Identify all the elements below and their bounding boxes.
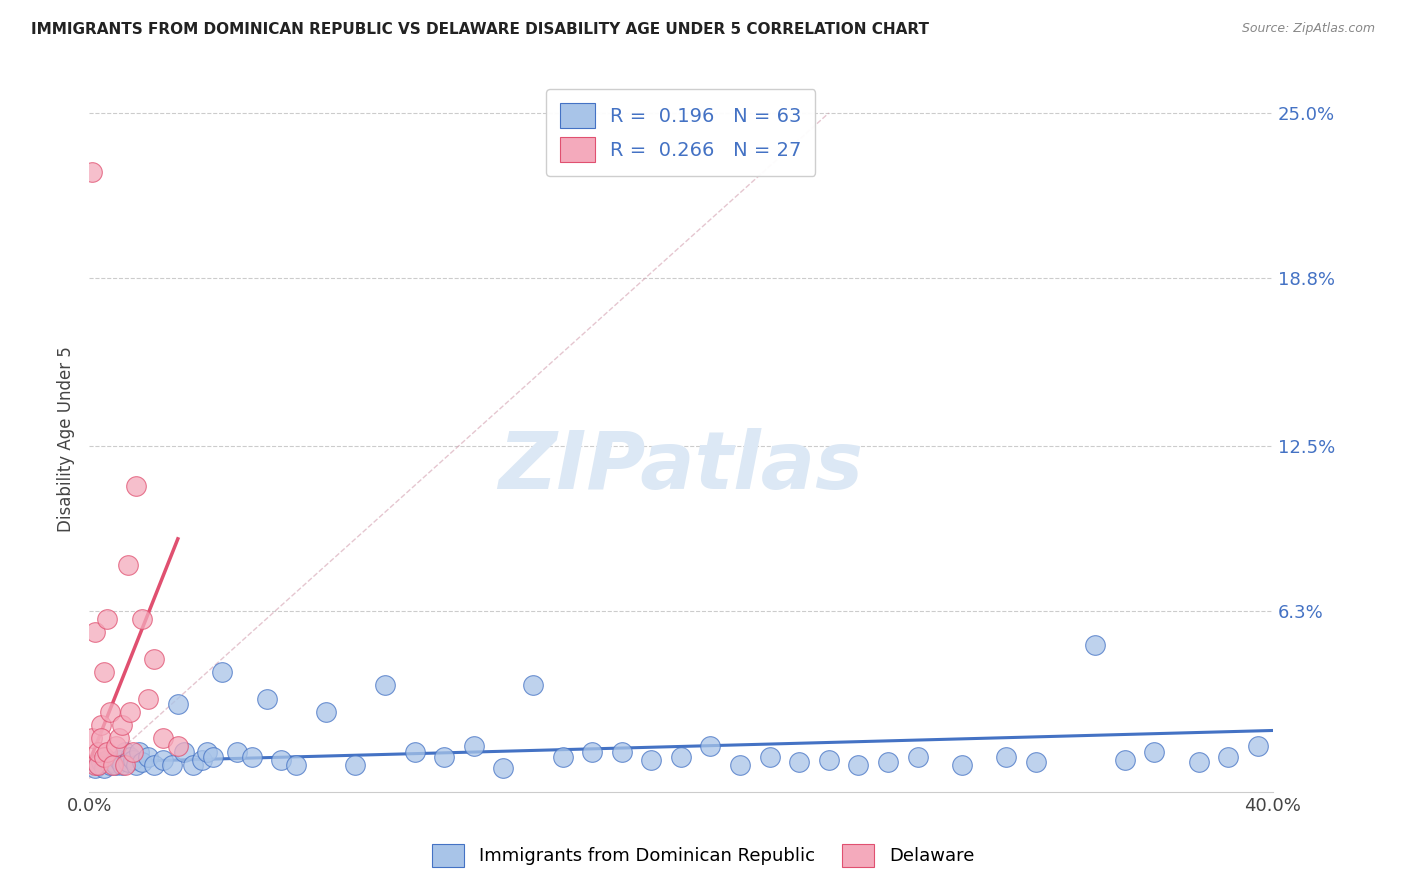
Point bbox=[101, 758, 124, 772]
Point bbox=[315, 705, 337, 719]
Point bbox=[90, 756, 112, 770]
Point bbox=[125, 478, 148, 492]
Point bbox=[433, 750, 456, 764]
Point bbox=[114, 745, 136, 759]
Point bbox=[551, 750, 574, 764]
Point bbox=[104, 758, 127, 772]
Point bbox=[173, 745, 195, 759]
Point bbox=[270, 753, 292, 767]
Point bbox=[87, 758, 110, 772]
Point bbox=[463, 739, 485, 754]
Point bbox=[87, 745, 110, 759]
Point bbox=[96, 612, 118, 626]
Point bbox=[131, 756, 153, 770]
Point bbox=[107, 731, 129, 746]
Point bbox=[93, 761, 115, 775]
Point bbox=[84, 625, 107, 640]
Point bbox=[787, 756, 810, 770]
Point bbox=[90, 718, 112, 732]
Point bbox=[110, 718, 132, 732]
Point bbox=[1084, 638, 1107, 652]
Point bbox=[285, 758, 308, 772]
Point bbox=[640, 753, 662, 767]
Point bbox=[93, 665, 115, 679]
Point bbox=[87, 758, 110, 772]
Point bbox=[950, 758, 973, 772]
Point bbox=[152, 731, 174, 746]
Point bbox=[240, 750, 263, 764]
Point bbox=[80, 731, 103, 746]
Point bbox=[80, 164, 103, 178]
Point bbox=[122, 753, 145, 767]
Point bbox=[669, 750, 692, 764]
Point bbox=[98, 705, 121, 719]
Point bbox=[166, 739, 188, 754]
Point bbox=[128, 745, 150, 759]
Point bbox=[344, 758, 367, 772]
Text: Source: ZipAtlas.com: Source: ZipAtlas.com bbox=[1241, 22, 1375, 36]
Point bbox=[98, 758, 121, 772]
Point bbox=[190, 753, 212, 767]
Point bbox=[152, 753, 174, 767]
Point bbox=[131, 612, 153, 626]
Point bbox=[96, 753, 118, 767]
Point bbox=[256, 691, 278, 706]
Point bbox=[197, 745, 219, 759]
Point bbox=[117, 756, 139, 770]
Point bbox=[90, 731, 112, 746]
Point bbox=[758, 750, 780, 764]
Point bbox=[143, 758, 166, 772]
Point bbox=[1247, 739, 1270, 754]
Point bbox=[1188, 756, 1211, 770]
Point bbox=[84, 761, 107, 775]
Point bbox=[181, 758, 204, 772]
Point bbox=[1114, 753, 1136, 767]
Point bbox=[610, 745, 633, 759]
Point bbox=[995, 750, 1018, 764]
Point bbox=[160, 758, 183, 772]
Point bbox=[101, 756, 124, 770]
Point bbox=[110, 758, 132, 772]
Point bbox=[93, 750, 115, 764]
Point bbox=[404, 745, 426, 759]
Point bbox=[136, 750, 159, 764]
Point bbox=[226, 745, 249, 759]
Point bbox=[817, 753, 839, 767]
Point bbox=[125, 758, 148, 772]
Point bbox=[492, 761, 515, 775]
Point bbox=[96, 745, 118, 759]
Point bbox=[117, 558, 139, 573]
Point bbox=[699, 739, 721, 754]
Point bbox=[374, 678, 396, 692]
Point bbox=[84, 758, 107, 772]
Point bbox=[143, 651, 166, 665]
Legend: R =  0.196   N = 63, R =  0.266   N = 27: R = 0.196 N = 63, R = 0.266 N = 27 bbox=[547, 89, 815, 176]
Point bbox=[104, 739, 127, 754]
Point bbox=[522, 678, 544, 692]
Point bbox=[166, 697, 188, 711]
Point bbox=[107, 753, 129, 767]
Point bbox=[122, 745, 145, 759]
Point bbox=[728, 758, 751, 772]
Point bbox=[877, 756, 900, 770]
Point bbox=[1143, 745, 1166, 759]
Point bbox=[1218, 750, 1240, 764]
Point bbox=[848, 758, 870, 772]
Point bbox=[211, 665, 233, 679]
Point bbox=[136, 691, 159, 706]
Point bbox=[120, 705, 142, 719]
Point bbox=[202, 750, 225, 764]
Point bbox=[581, 745, 603, 759]
Text: IMMIGRANTS FROM DOMINICAN REPUBLIC VS DELAWARE DISABILITY AGE UNDER 5 CORRELATIO: IMMIGRANTS FROM DOMINICAN REPUBLIC VS DE… bbox=[31, 22, 929, 37]
Point bbox=[120, 750, 142, 764]
Legend: Immigrants from Dominican Republic, Delaware: Immigrants from Dominican Republic, Dela… bbox=[425, 837, 981, 874]
Text: ZIPatlas: ZIPatlas bbox=[498, 428, 863, 507]
Point bbox=[907, 750, 929, 764]
Point bbox=[114, 758, 136, 772]
Point bbox=[1025, 756, 1047, 770]
Y-axis label: Disability Age Under 5: Disability Age Under 5 bbox=[58, 346, 75, 532]
